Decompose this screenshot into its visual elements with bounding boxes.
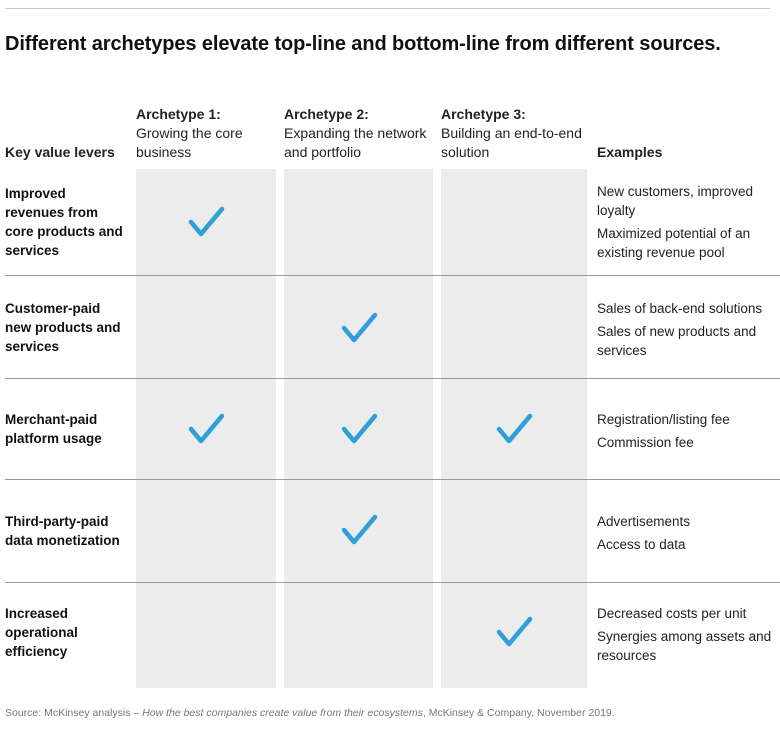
archetype-1-header: Archetype 1: Growing the core business: [136, 105, 276, 162]
examples-row-2: Sales of back-end solutions Sales of new…: [597, 299, 780, 360]
lever-third-party-paid: Third-party-paid data monetization: [5, 514, 120, 548]
checkmark-icon: [494, 614, 534, 650]
example-item: Access to data: [597, 537, 686, 552]
archetype-3-column-bg: [441, 169, 587, 688]
chart-title: Different archetypes elevate top-line an…: [5, 33, 721, 55]
row-divider: [5, 479, 780, 480]
lever-customer-paid: Customer-paid new products and services: [5, 301, 121, 354]
example-item: Sales of back-end solutions: [597, 301, 763, 316]
archetype-2-header: Archetype 2: Expanding the network and p…: [284, 105, 433, 162]
row-divider: [5, 582, 780, 583]
examples-row-3: Registration/listing fee Commission fee: [597, 410, 780, 452]
example-item: Synergies among assets and resources: [597, 629, 772, 663]
checkmark-icon: [186, 411, 226, 447]
archetype-3-name: Archetype 3:: [441, 106, 526, 122]
checkmark-icon: [339, 310, 379, 346]
example-item: Maximized potential of an existing reven…: [597, 226, 751, 260]
archetype-1-name: Archetype 1:: [136, 106, 221, 122]
lever-improved-revenues: Improved revenues from core products and…: [5, 186, 123, 258]
row-divider: [5, 275, 780, 276]
examples-header: Examples: [597, 144, 663, 160]
checkmark-icon: [339, 411, 379, 447]
source-publication: How the best companies create value from…: [142, 707, 423, 719]
examples-row-4: Advertisements Access to data: [597, 512, 780, 554]
example-item: Advertisements: [597, 514, 691, 529]
archetype-2-desc: Expanding the network and portfolio: [284, 125, 427, 160]
archetype-2-column-bg: [284, 169, 433, 688]
archetype-1-column-bg: [136, 169, 276, 688]
key-value-levers-header: Key value levers: [5, 144, 115, 160]
source-note: Source: McKinsey analysis – How the best…: [5, 706, 775, 720]
source-suffix: , McKinsey & Company, November 2019.: [422, 707, 615, 719]
checkmark-icon: [339, 512, 379, 548]
checkmark-icon: [186, 204, 226, 240]
row-divider: [5, 378, 780, 379]
checkmark-icon: [494, 411, 534, 447]
archetype-1-desc: Growing the core business: [136, 125, 243, 160]
archetype-2-name: Archetype 2:: [284, 106, 369, 122]
archetype-3-header: Archetype 3: Building an end-to-end solu…: [441, 105, 587, 162]
source-prefix: Source: McKinsey analysis –: [5, 707, 143, 719]
archetype-3-desc: Building an end-to-end solution: [441, 125, 582, 160]
example-item: Commission fee: [597, 435, 694, 450]
top-rule: [5, 8, 770, 9]
lever-operational-efficiency: Increased operational efficiency: [5, 606, 78, 659]
examples-row-1: New customers, improved loyalty Maximize…: [597, 182, 780, 262]
example-item: Decreased costs per unit: [597, 606, 747, 621]
example-item: Sales of new products and services: [597, 324, 757, 358]
lever-merchant-paid: Merchant-paid platform usage: [5, 412, 102, 446]
examples-row-5: Decreased costs per unit Synergies among…: [597, 604, 780, 665]
example-item: Registration/listing fee: [597, 412, 730, 427]
example-item: New customers, improved loyalty: [597, 184, 754, 218]
